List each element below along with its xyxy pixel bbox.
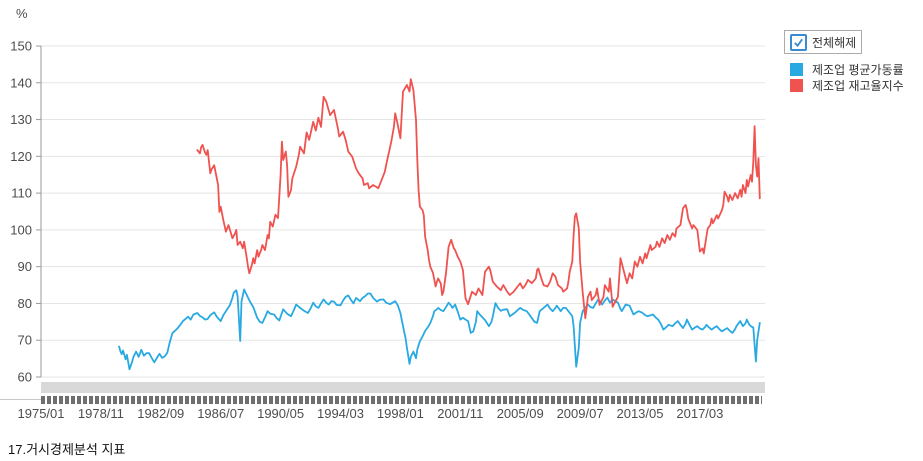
- series-line-utilization-rate[interactable]: [118, 288, 761, 371]
- deselect-all-label: 전체해제: [812, 35, 857, 50]
- x-tick-label: 1975/01: [18, 406, 65, 421]
- y-tick-label: 140: [10, 75, 32, 90]
- y-axis-unit-label: %: [16, 6, 28, 21]
- y-tick-label: 80: [18, 296, 32, 311]
- x-tick-label: 2005/09: [497, 406, 544, 421]
- chart-plot-area[interactable]: 60 70 80 90 100 110 120 130 140 150 1975/01 1978/11…: [0, 0, 923, 430]
- deselect-all-legend-toggle[interactable]: 전체해제: [784, 30, 862, 54]
- blue-series-swatch-icon: [790, 63, 803, 76]
- y-tick-label: 150: [10, 39, 32, 54]
- x-tick-label: 1986/07: [197, 406, 244, 421]
- y-tick-label: 120: [10, 149, 32, 164]
- x-tick-label: 2013/05: [616, 406, 663, 421]
- legend-item-label: 제조업 재고율지수: [812, 79, 904, 93]
- x-tick-label: 1990/05: [257, 406, 304, 421]
- y-tick-label: 90: [18, 259, 32, 274]
- x-tick-label: 2017/03: [676, 406, 723, 421]
- legend-item-label: 제조업 평균가동률: [812, 63, 904, 77]
- y-tick-label: 100: [10, 222, 32, 237]
- chart-footer-title: 17.거시경제분석 지표: [8, 442, 126, 457]
- x-tick-label: 2009/07: [557, 406, 604, 421]
- y-tick-label: 110: [11, 186, 32, 201]
- x-axis-scrollbar[interactable]: [41, 382, 765, 393]
- red-series-swatch-icon: [790, 79, 803, 92]
- checked-checkbox-icon[interactable]: [790, 33, 807, 51]
- x-tick-label: 1982/09: [137, 406, 184, 421]
- y-tick-label: 130: [10, 112, 32, 127]
- x-tick-label: 1998/01: [377, 406, 424, 421]
- legend-item-utilization-rate[interactable]: 제조업 평균가동률: [790, 62, 904, 77]
- x-tick-label: 2001/11: [437, 406, 483, 421]
- y-tick-label: 70: [18, 333, 32, 348]
- legend-item-inventory-index[interactable]: 제조업 재고율지수: [790, 78, 904, 93]
- x-tick-label: 1994/03: [317, 406, 364, 421]
- x-axis-minor-tick-strip: [41, 396, 762, 404]
- tick-strip-left-line: [0, 399, 41, 400]
- series-line-inventory-index[interactable]: [196, 78, 761, 320]
- chart-legend: 제조업 평균가동률 제조업 재고율지수: [790, 62, 904, 94]
- y-tick-label: 60: [18, 370, 32, 385]
- x-tick-label: 1978/11: [78, 406, 124, 421]
